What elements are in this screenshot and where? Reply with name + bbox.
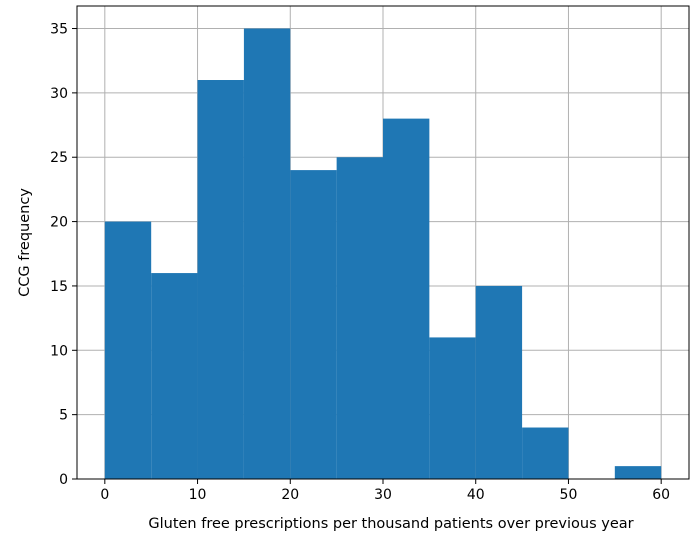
histogram-bar (104, 221, 152, 480)
x-axis-ticks: 0 10 20 30 40 50 60 (100, 479, 670, 503)
histogram-bar (522, 427, 569, 479)
histogram-bars (104, 28, 662, 480)
y-tick-label: 10 (50, 343, 68, 359)
x-tick-label: 40 (467, 487, 485, 503)
y-tick-label: 25 (50, 150, 68, 166)
y-axis-ticks: 0 5 10 15 20 25 30 35 (50, 22, 77, 488)
x-tick-label: 50 (560, 487, 578, 503)
x-axis-label: Gluten free prescriptions per thousand p… (148, 516, 633, 532)
histogram-bar (475, 285, 523, 479)
histogram-bar (383, 118, 430, 479)
histogram-bar (151, 273, 198, 479)
y-tick-label: 15 (50, 279, 68, 295)
y-axis-label: CCG frequency (17, 188, 33, 297)
y-tick-label: 30 (50, 86, 68, 102)
histogram-bar (243, 28, 291, 480)
histogram-bar (197, 80, 244, 479)
y-tick-label: 20 (50, 215, 68, 231)
y-tick-label: 5 (59, 408, 68, 424)
x-tick-label: 20 (281, 487, 299, 503)
y-tick-label: 35 (50, 22, 68, 38)
histogram-bar (336, 157, 383, 479)
histogram-bar (290, 170, 337, 479)
x-tick-label: 30 (374, 487, 392, 503)
x-tick-label: 0 (100, 487, 109, 503)
y-tick-label: 0 (59, 472, 68, 488)
histogram-bar (429, 337, 476, 479)
x-tick-label: 10 (189, 487, 207, 503)
x-tick-label: 60 (652, 487, 670, 503)
histogram-bar (614, 466, 662, 479)
